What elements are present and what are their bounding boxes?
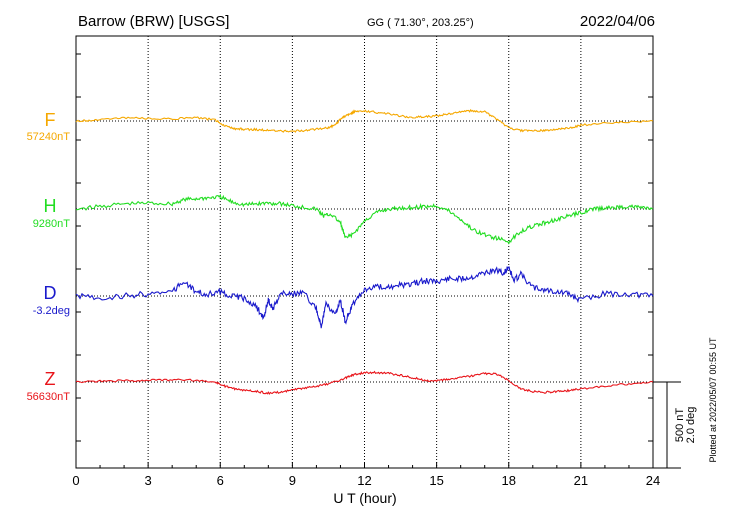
x-axis-label: U T (hour): [333, 490, 396, 506]
scale-bar-nt: 500 nT: [674, 408, 686, 443]
series-lines: [75, 108, 654, 396]
x-tick-label-12: 12: [357, 473, 371, 488]
x-tick-label-6: 6: [217, 473, 224, 488]
series-name-H: H: [44, 196, 57, 216]
x-axis-ticks: 0 3 6 9 12 15 18 21 24: [72, 53, 660, 488]
x-tick-label-18: 18: [502, 473, 516, 488]
series-name-F: F: [45, 110, 56, 130]
series-name-D: D: [44, 283, 57, 303]
series-baseline-label-D: -3.2deg: [33, 305, 70, 317]
series-line-D: [75, 266, 654, 329]
series-line-Z: [75, 370, 654, 396]
x-tick-label-24: 24: [646, 473, 660, 488]
series-line-H: [75, 193, 654, 245]
series-name-Z: Z: [45, 369, 56, 389]
baselines: [76, 120, 653, 383]
series-line-F: [75, 108, 654, 133]
series-baseline-label-H: 9280nT: [33, 218, 71, 230]
grid: [147, 36, 582, 468]
x-tick-label-9: 9: [289, 473, 296, 488]
date-label: 2022/04/06: [580, 13, 655, 30]
x-tick-label-3: 3: [145, 473, 152, 488]
scale-bar: 500 nT 2.0 deg: [653, 381, 697, 469]
coordinates-label: GG ( 71.30°, 203.25°): [367, 17, 474, 29]
x-tick-label-21: 21: [574, 473, 588, 488]
x-tick-label-15: 15: [429, 473, 443, 488]
series-baseline-label-Z: 56630nT: [27, 391, 71, 403]
scale-bar-deg: 2.0 deg: [685, 407, 697, 444]
plotted-at-note: Plotted at 2022/05/07 00:55 UT: [708, 337, 718, 463]
station-title: Barrow (BRW) [USGS]: [78, 13, 229, 30]
series-baseline-label-F: 57240nT: [27, 131, 71, 143]
x-tick-label-0: 0: [72, 473, 79, 488]
